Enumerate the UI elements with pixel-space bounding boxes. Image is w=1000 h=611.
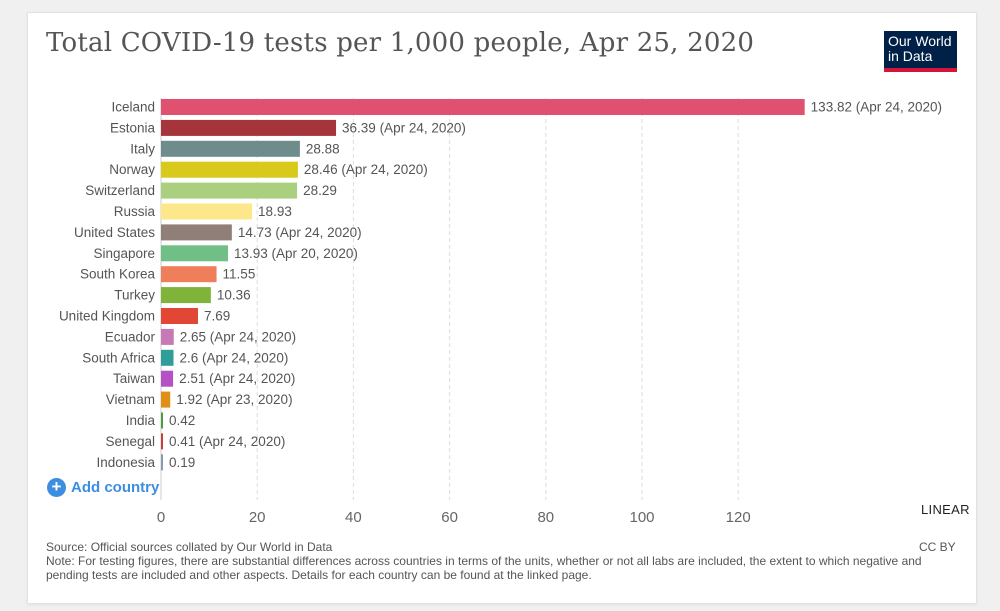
bar xyxy=(161,203,253,220)
category-label: South Africa xyxy=(82,350,155,365)
bar xyxy=(161,161,298,178)
bar xyxy=(161,349,174,366)
add-country-button[interactable]: + Add country xyxy=(47,478,159,497)
bar xyxy=(161,370,174,387)
bar xyxy=(161,119,337,136)
x-tick-label: 20 xyxy=(249,509,266,526)
owid-logo[interactable]: Our World in Data xyxy=(884,31,957,72)
value-label: 133.82 (Apr 24, 2020) xyxy=(811,100,942,115)
category-label: United Kingdom xyxy=(59,309,155,324)
add-country-label: Add country xyxy=(71,479,160,496)
value-label: 0.41 (Apr 24, 2020) xyxy=(169,434,285,449)
value-label: 2.65 (Apr 24, 2020) xyxy=(180,329,296,344)
plus-circle-icon: + xyxy=(47,478,66,497)
category-label: Turkey xyxy=(114,288,155,303)
bar xyxy=(161,454,163,471)
bar xyxy=(161,99,805,115)
value-label: 36.39 (Apr 24, 2020) xyxy=(342,120,466,135)
bar xyxy=(161,140,300,157)
value-label: 1.92 (Apr 23, 2020) xyxy=(176,392,292,407)
category-label: Vietnam xyxy=(106,392,155,407)
category-label: Russia xyxy=(114,204,156,219)
bar xyxy=(161,412,164,429)
chart-title: Total COVID-19 tests per 1,000 people, A… xyxy=(46,28,755,58)
category-label: Indonesia xyxy=(96,455,155,470)
value-label: 18.93 xyxy=(258,204,292,219)
value-label: 2.6 (Apr 24, 2020) xyxy=(180,350,289,365)
value-label: 28.46 (Apr 24, 2020) xyxy=(304,162,428,177)
value-label: 11.55 xyxy=(223,267,256,282)
value-label: 14.73 (Apr 24, 2020) xyxy=(238,225,362,240)
value-label: 10.36 xyxy=(217,288,251,303)
value-label: 13.93 (Apr 20, 2020) xyxy=(234,246,358,261)
bar xyxy=(161,245,229,262)
bar xyxy=(161,433,163,450)
category-label: Taiwan xyxy=(113,371,155,386)
value-label: 2.51 (Apr 24, 2020) xyxy=(179,371,295,386)
x-tick-label: 80 xyxy=(537,509,554,526)
source-text[interactable]: Source: Official sources collated by Our… xyxy=(46,540,333,554)
category-label: India xyxy=(126,413,156,428)
bar xyxy=(161,266,217,283)
value-label: 0.19 xyxy=(169,455,195,470)
bar xyxy=(161,224,232,241)
category-label: Estonia xyxy=(110,120,156,135)
bar xyxy=(161,287,211,304)
note-text: Note: For testing figures, there are sub… xyxy=(46,554,922,582)
scale-toggle-button[interactable]: LINEAR xyxy=(921,502,970,517)
license-link[interactable]: CC BY xyxy=(919,540,956,554)
x-tick-label: 60 xyxy=(441,509,458,526)
logo-line-2: in Data xyxy=(888,48,933,64)
value-label: 7.69 xyxy=(204,309,230,324)
category-label: South Korea xyxy=(80,267,156,282)
category-label: Senegal xyxy=(105,434,155,449)
category-label: Italy xyxy=(130,141,155,156)
x-tick-label: 120 xyxy=(726,509,751,526)
bar xyxy=(161,328,174,345)
value-label: 0.42 xyxy=(169,413,195,428)
category-label: Switzerland xyxy=(85,183,155,198)
logo-line-1: Our World xyxy=(888,33,952,49)
category-label: Ecuador xyxy=(105,329,156,344)
value-label: 28.88 xyxy=(306,141,340,156)
bar xyxy=(161,391,171,408)
value-label: 28.29 xyxy=(303,183,337,198)
category-label: Singapore xyxy=(93,246,155,261)
bar xyxy=(161,182,298,199)
x-tick-label: 40 xyxy=(345,509,362,526)
x-tick-label: 0 xyxy=(157,509,165,526)
category-label: Norway xyxy=(109,162,155,177)
category-label: Iceland xyxy=(111,100,155,115)
x-tick-label: 100 xyxy=(629,509,654,526)
bar xyxy=(161,308,198,324)
category-label: United States xyxy=(74,225,155,240)
